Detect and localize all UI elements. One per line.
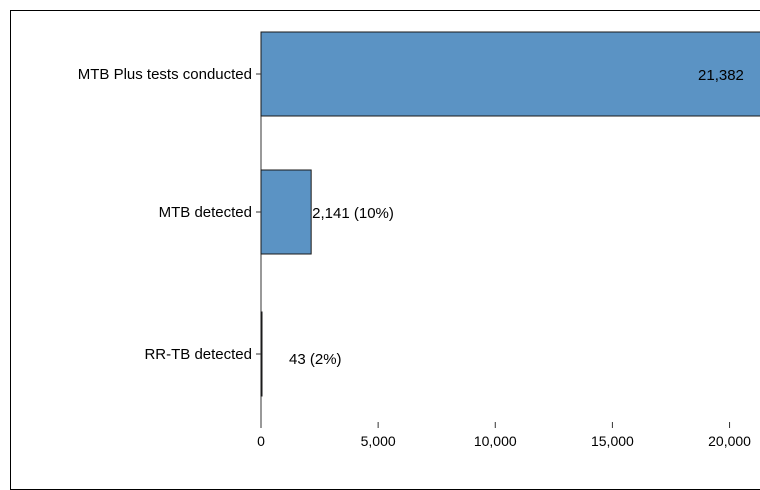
x-tick-label-2: 10,000 bbox=[474, 433, 517, 449]
x-tick-label-3: 15,000 bbox=[591, 433, 634, 449]
category-label-2: RR-TB detected bbox=[144, 346, 252, 363]
x-tick-label-4: 20,000 bbox=[708, 433, 751, 449]
data-label-2: 43 (2%) bbox=[289, 351, 342, 368]
x-tick-label-1: 5,000 bbox=[361, 433, 396, 449]
bar-0 bbox=[260, 31, 760, 117]
bar-chart: MTB Plus tests conducted 21,382 MTB detect… bbox=[78, 31, 760, 449]
category-label-1: MTB detected bbox=[159, 204, 252, 221]
bar-1 bbox=[260, 169, 312, 255]
bar-2 bbox=[260, 311, 263, 397]
data-label-1: 2,141 (10%) bbox=[312, 205, 394, 222]
category-label-0: MTB Plus tests conducted bbox=[78, 66, 252, 83]
x-tick-label-0: 0 bbox=[257, 433, 265, 449]
data-label-0: 21,382 bbox=[698, 67, 744, 84]
